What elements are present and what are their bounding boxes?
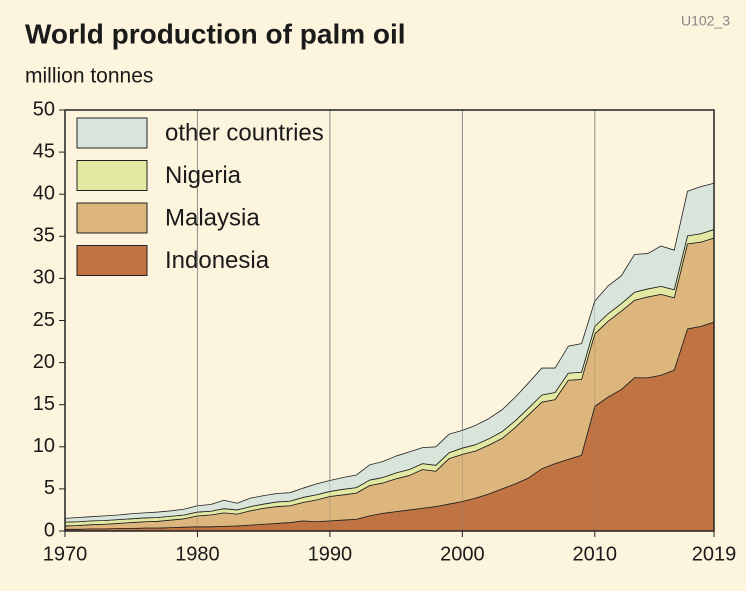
- legend-swatch: [76, 160, 148, 191]
- y-tick-label: 30: [33, 267, 55, 289]
- legend-label: other countries: [165, 119, 324, 146]
- y-tick-label: 35: [33, 225, 55, 247]
- y-tick-label: 15: [33, 393, 55, 415]
- y-tick-label: 45: [33, 140, 55, 162]
- y-tick-label: 20: [33, 351, 55, 373]
- y-tick-label: 10: [33, 435, 55, 457]
- legend-swatch: [76, 117, 148, 149]
- chart-code: U102_3: [681, 13, 730, 29]
- x-tick-label: 2000: [440, 543, 485, 565]
- x-tick-label: 1980: [175, 543, 220, 565]
- legend-label: Indonesia: [165, 247, 270, 274]
- plot-frame: [64, 109, 715, 532]
- legend-swatch: [76, 245, 148, 276]
- x-tick-label: 1970: [43, 543, 88, 565]
- chart-subtitle: million tonnes: [25, 65, 153, 88]
- chart-title: World production of palm oil: [25, 18, 406, 49]
- legend-label: Nigeria: [165, 162, 242, 189]
- y-tick-label: 40: [33, 182, 55, 204]
- x-tick-label: 2010: [573, 543, 618, 565]
- legend-swatch: [76, 202, 148, 234]
- x-tick-label: 1990: [308, 543, 353, 565]
- legend-label: Malaysia: [165, 204, 260, 231]
- y-tick-label: 5: [44, 477, 55, 499]
- y-tick-label: 0: [44, 519, 55, 541]
- x-tick-label: 2019: [692, 543, 737, 565]
- y-tick-label: 25: [33, 309, 55, 331]
- y-tick-label: 50: [33, 98, 55, 120]
